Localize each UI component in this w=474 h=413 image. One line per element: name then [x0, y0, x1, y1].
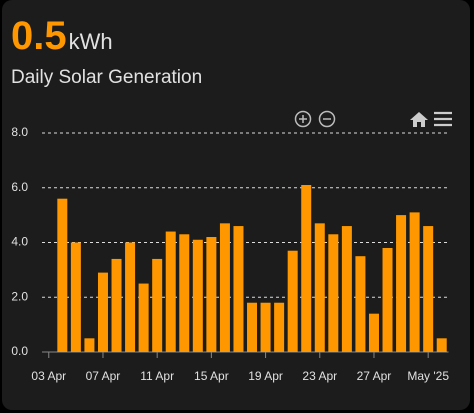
- bar: [219, 223, 230, 352]
- bar: [368, 313, 379, 352]
- bar: [436, 338, 447, 352]
- bar: [423, 226, 434, 352]
- x-tick-label: 27 Apr: [357, 369, 392, 383]
- bar: [179, 234, 190, 352]
- zoom-in[interactable]: [294, 110, 312, 128]
- bar: [355, 256, 366, 352]
- bar: [396, 215, 407, 352]
- x-tick-label: 11 Apr: [140, 369, 174, 383]
- bar: [165, 231, 176, 352]
- bar: [111, 258, 122, 352]
- y-tick-label: 8.0: [11, 125, 28, 139]
- bar: [301, 185, 312, 352]
- bar: [97, 272, 108, 352]
- bar: [57, 198, 68, 352]
- bar: [247, 302, 258, 352]
- bar: [152, 258, 163, 352]
- bar: [341, 226, 352, 352]
- x-tick-label: 23 Apr: [302, 369, 337, 383]
- unit: kWh: [68, 29, 113, 54]
- menu[interactable]: [434, 111, 452, 127]
- bar: [192, 239, 203, 352]
- bar: [206, 237, 217, 352]
- bar: [274, 302, 285, 352]
- x-tick-label: 19 Apr: [248, 369, 283, 383]
- bar: [409, 212, 420, 352]
- y-tick-label: 4.0: [11, 235, 28, 249]
- bar: [328, 234, 339, 352]
- card-name: Daily Solar Generation: [11, 67, 203, 88]
- x-tick-label: May '25: [407, 369, 449, 383]
- y-tick-label: 0.0: [11, 344, 28, 358]
- bar: [314, 223, 325, 352]
- bar: [125, 242, 136, 352]
- state-value: 0.5kWh: [11, 14, 113, 59]
- y-tick-label: 2.0: [11, 289, 28, 303]
- x-tick-label: 07 Apr: [86, 369, 121, 383]
- bar: [138, 283, 149, 352]
- bar: [70, 242, 81, 352]
- zoom-out[interactable]: [318, 110, 336, 128]
- bar: [287, 250, 298, 352]
- x-tick-label: 15 Apr: [194, 369, 229, 383]
- bar: [382, 247, 393, 352]
- bar: [233, 226, 244, 352]
- reset-zoom[interactable]: [410, 112, 428, 127]
- value: 0.5: [11, 14, 67, 58]
- y-tick-label: 6.0: [11, 180, 28, 194]
- bar: [260, 302, 271, 352]
- x-tick-label: 03 Apr: [31, 369, 66, 383]
- bar: [84, 338, 95, 352]
